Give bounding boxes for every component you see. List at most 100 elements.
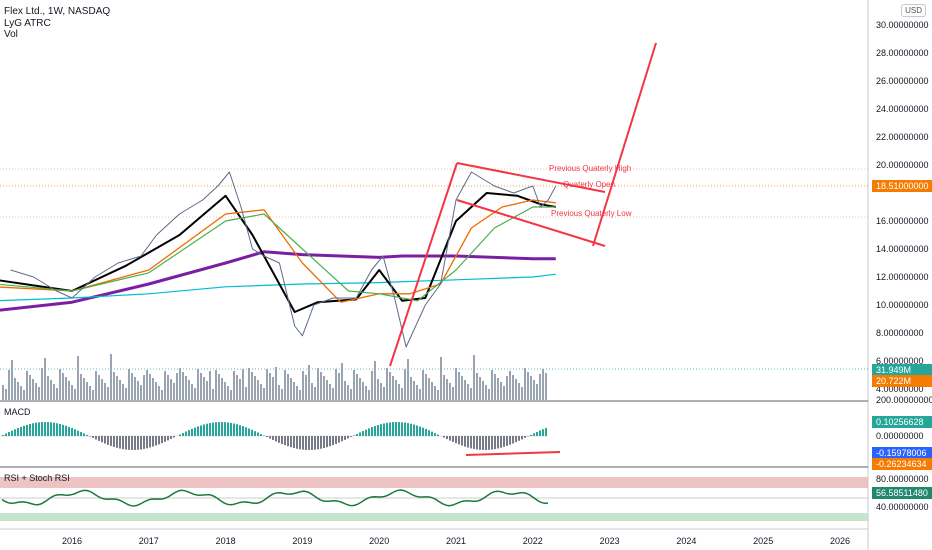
volume-bar [380,383,382,400]
macd-histogram-bar [293,436,295,449]
volume-bar [287,374,289,400]
macd-histogram-bar [281,436,283,445]
macd-histogram-bar [437,434,439,436]
time-axis-tick-label: 2022 [523,536,543,546]
macd-histogram-bar [467,436,469,448]
volume-bar [215,370,217,400]
macd-histogram-bar [455,436,457,444]
volume-bar [20,386,22,400]
macd-histogram-bar [416,425,418,436]
volume-bar [185,376,187,400]
volume-bar [182,372,184,400]
volume-bar [272,377,274,400]
volume-bar [491,370,493,400]
volume-bar [365,386,367,400]
volume-bar [374,361,376,400]
ma-green-line [0,206,556,302]
volume-bar [323,376,325,400]
macd-histogram-bar [257,432,259,436]
volume-bar [335,369,337,400]
macd-histogram-bar [545,427,547,436]
volume-bar [218,374,220,400]
macd-histogram-bar [107,436,109,445]
volume-bar [542,369,544,400]
volume-bar [515,379,517,400]
macd-histogram-bar [32,423,34,436]
macd-histogram-bar [404,422,406,436]
macd-histogram-bar [188,430,190,436]
macd-histogram-bar [347,436,349,439]
macd-histogram-bar [80,432,82,436]
macd-histogram-bar [272,436,274,440]
macd-histogram-bar [515,436,517,443]
macd-histogram-bar [383,423,385,436]
volume-bar [248,368,250,400]
volume-bar [452,387,454,400]
volume-bar [464,380,466,400]
macd-histogram-bar [35,422,37,436]
volume-bar [68,381,70,400]
volume-bar [527,372,529,400]
volume-bar [449,383,451,400]
macd-histogram-bar [224,422,226,436]
volume-bar [80,374,82,400]
macd-histogram-bar [395,422,397,436]
macd-histogram-bar [11,430,13,436]
volume-bar [104,383,106,400]
price-axis-tick-label: 20.00000000 [876,160,929,170]
volume-bar [302,371,304,400]
macd-histogram-bar [38,422,40,436]
volume-bar [89,386,91,400]
volume-bar [383,387,385,400]
volume-bar [155,382,157,400]
currency-button[interactable]: USD [901,4,926,17]
volume-bar [47,376,49,400]
volume-bar [56,388,58,400]
volume-bar [230,390,232,400]
macd-histogram-bar [419,426,421,436]
volume-bar [17,382,19,400]
volume-bar [455,368,457,400]
macd-histogram-bar [53,422,55,436]
macd-histogram-bar [14,429,16,436]
price-axis-tick-label: 30.00000000 [876,20,929,30]
time-axis-tick-label: 2016 [62,536,82,546]
volume-bar [362,382,364,400]
volume-bar [359,378,361,400]
macd-histogram-bar [131,436,133,450]
volume-bar [341,363,343,400]
macd-histogram-bar [185,431,187,436]
macd-histogram-bar [308,436,310,450]
volume-bar [422,370,424,400]
ma-cyan-line [0,273,556,302]
volume-tag: 31.949M [872,364,932,376]
macd-histogram-bar [338,436,340,443]
price-axis-tick-label: 8.00000000 [876,328,924,338]
macd-histogram-bar [245,427,247,436]
channel-upper-line [456,162,606,193]
volume-bar [347,385,349,400]
volume-bar [206,381,208,400]
macd-histogram-bar [452,436,454,442]
volume-bar [311,383,313,400]
macd-histogram-bar [494,436,496,450]
macd-histogram-bar [485,436,487,450]
volume-bar [521,387,523,400]
macd-histogram-bar [23,425,25,436]
volume-bar [224,382,226,400]
volume-bar [53,384,55,400]
macd-histogram-bar [116,436,118,448]
volume-bar [119,380,121,400]
macd-histogram-bar [128,436,130,450]
volume-bar [242,369,244,400]
macd-histogram-bar [170,436,172,439]
macd-histogram-bar [323,436,325,449]
volume-bar [236,375,238,400]
macd-histogram-bar [200,425,202,436]
time-axis-tick-label: 2021 [446,536,466,546]
price-axis-tick-label: 26.00000000 [876,76,929,86]
volume-bar [41,368,43,400]
volume-bar [506,376,508,400]
macd-histogram-bar [5,433,7,436]
